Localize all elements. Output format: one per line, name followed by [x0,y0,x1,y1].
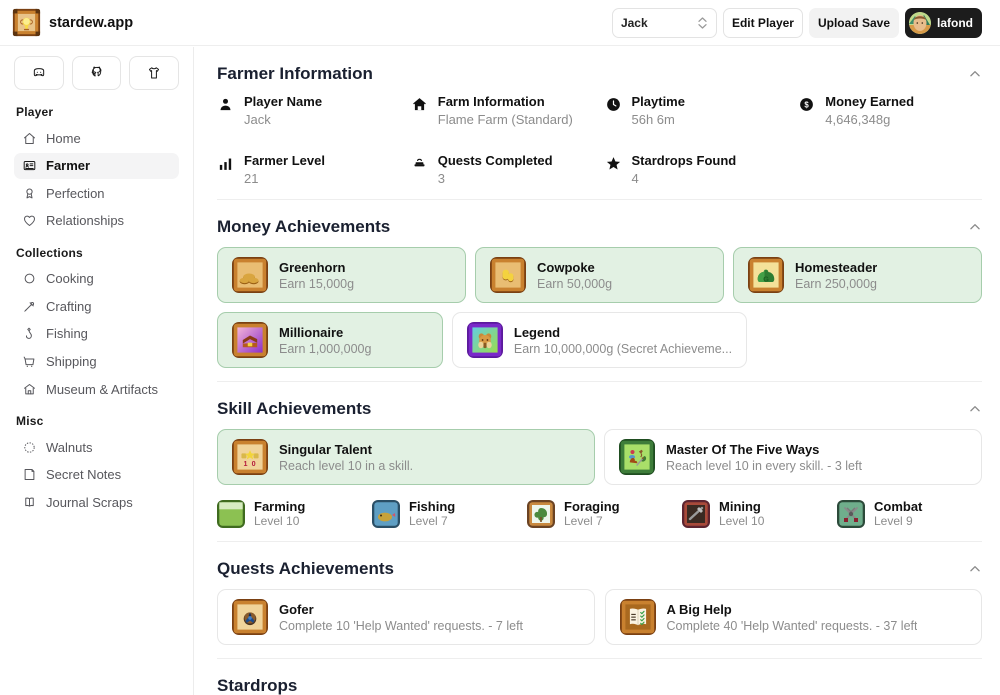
svg-text:G: G [763,274,769,283]
svg-text:1: 1 [244,459,248,468]
svg-text:0: 0 [252,459,256,468]
svg-text:$: $ [805,100,810,109]
